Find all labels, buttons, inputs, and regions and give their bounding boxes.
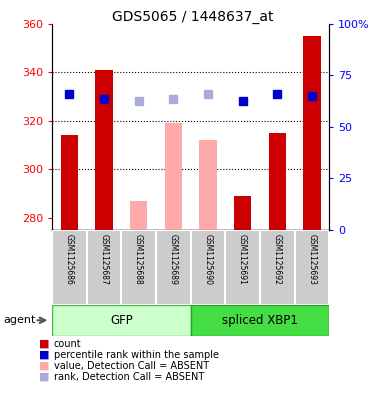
Text: GSM1125689: GSM1125689 — [169, 233, 178, 285]
FancyBboxPatch shape — [191, 230, 225, 305]
Text: value, Detection Call = ABSENT: value, Detection Call = ABSENT — [54, 361, 209, 371]
Text: spliced XBP1: spliced XBP1 — [222, 314, 298, 327]
FancyBboxPatch shape — [52, 230, 87, 305]
Text: GSM1125687: GSM1125687 — [99, 233, 109, 285]
FancyBboxPatch shape — [121, 230, 156, 305]
Text: count: count — [54, 339, 82, 349]
FancyBboxPatch shape — [225, 230, 260, 305]
Bar — [95, 70, 112, 230]
FancyBboxPatch shape — [295, 230, 329, 305]
Text: rank, Detection Call = ABSENT: rank, Detection Call = ABSENT — [54, 372, 204, 382]
Bar — [234, 196, 251, 230]
Text: GSM1125691: GSM1125691 — [238, 233, 247, 285]
Text: GSM1125692: GSM1125692 — [273, 233, 282, 285]
Text: ■: ■ — [38, 361, 49, 371]
Bar — [303, 36, 320, 230]
Text: ■: ■ — [38, 339, 49, 349]
Text: GSM1125688: GSM1125688 — [134, 233, 143, 285]
Text: GSM1125690: GSM1125690 — [203, 233, 213, 285]
Bar — [130, 201, 147, 230]
Text: ■: ■ — [38, 372, 49, 382]
Text: GFP: GFP — [110, 314, 133, 327]
Text: agent: agent — [4, 315, 36, 325]
Bar — [61, 135, 78, 230]
Text: percentile rank within the sample: percentile rank within the sample — [54, 350, 219, 360]
Bar — [199, 140, 216, 230]
FancyBboxPatch shape — [260, 230, 295, 305]
Text: GSM1125686: GSM1125686 — [65, 233, 74, 285]
FancyBboxPatch shape — [156, 230, 191, 305]
Text: ■: ■ — [38, 350, 49, 360]
Bar — [191, 305, 329, 336]
Bar — [52, 305, 191, 336]
Bar — [164, 123, 182, 230]
Text: GSM1125693: GSM1125693 — [307, 233, 316, 285]
Bar — [268, 133, 286, 230]
Text: GDS5065 / 1448637_at: GDS5065 / 1448637_at — [112, 10, 273, 24]
FancyBboxPatch shape — [87, 230, 121, 305]
